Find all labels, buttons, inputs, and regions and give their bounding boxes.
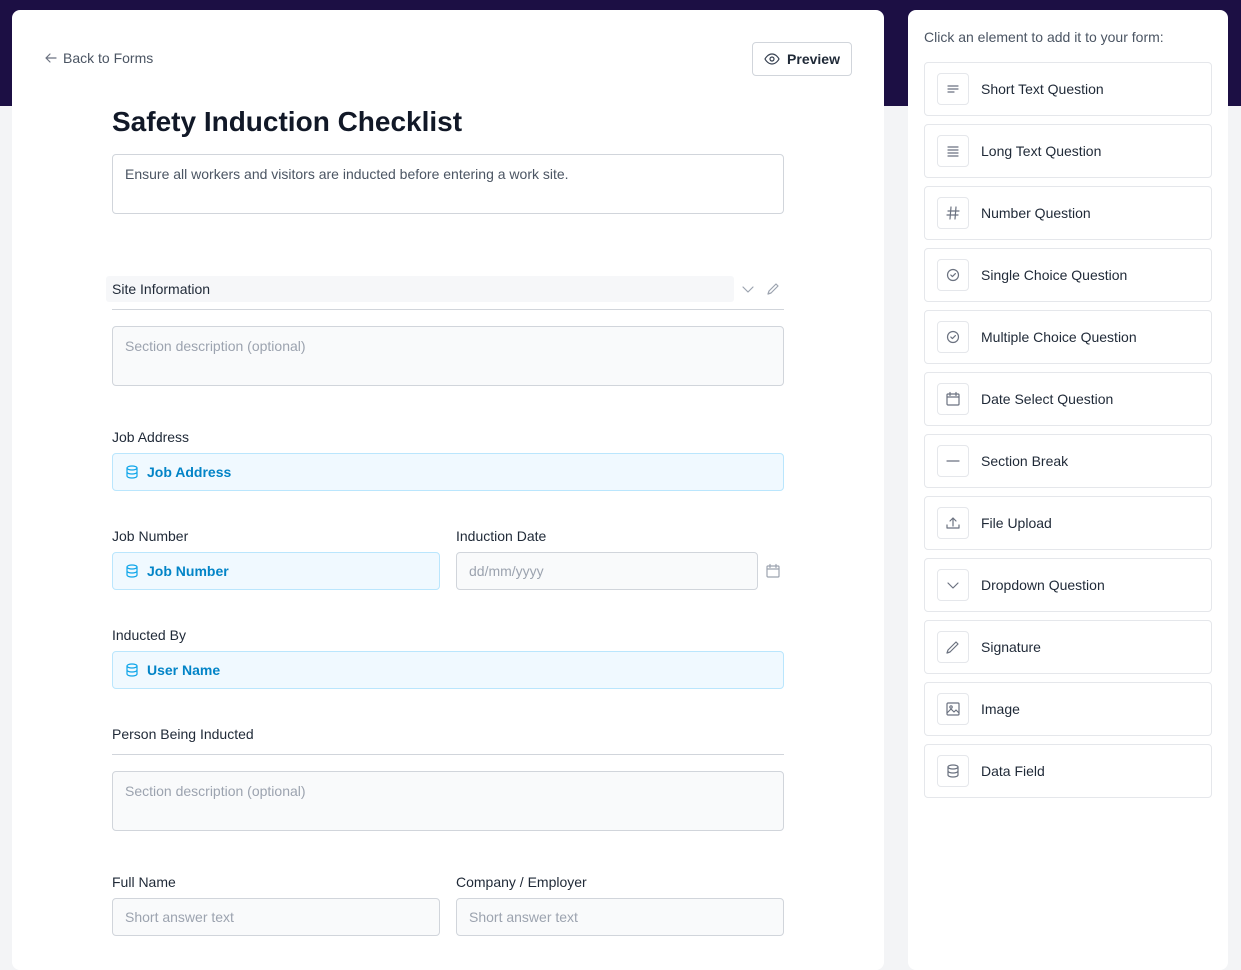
palette-icon [937, 507, 969, 539]
back-link-text: Back to Forms [63, 50, 154, 66]
data-field[interactable]: User Name [112, 651, 784, 689]
field-label: Inducted By [112, 627, 186, 643]
section-divider [112, 754, 784, 755]
palette-item-label: Number Question [981, 205, 1091, 221]
palette-icon [937, 135, 969, 167]
palette-item-label: Signature [981, 639, 1041, 655]
section-description[interactable]: Section description (optional) [112, 326, 784, 386]
icon [946, 702, 960, 716]
section-title[interactable]: Site Information [106, 276, 734, 302]
palette-icon [937, 693, 969, 725]
palette-item[interactable]: Number Question [924, 186, 1212, 240]
palette-item[interactable]: Short Text Question [924, 62, 1212, 116]
text-input[interactable]: Short answer text [456, 898, 784, 936]
icon [946, 391, 960, 406]
palette-item[interactable]: Dropdown Question [924, 558, 1212, 612]
palette-item-label: Short Text Question [981, 81, 1104, 97]
palette-instruction: Click an element to add it to your form: [924, 29, 1164, 45]
data-field-text: Job Address [147, 464, 232, 480]
palette-item[interactable]: Data Field [924, 744, 1212, 798]
database-icon [126, 465, 138, 479]
palette-item-label: Multiple Choice Question [981, 329, 1137, 345]
element-palette: Click an element to add it to your form:… [908, 10, 1228, 970]
field-label: Job Address [112, 429, 190, 445]
palette-icon [937, 631, 969, 663]
palette-item-label: Dropdown Question [981, 577, 1105, 593]
icon [947, 582, 959, 589]
palette-icon [937, 321, 969, 353]
section-divider [112, 309, 784, 310]
section-description[interactable]: Section description (optional) [112, 771, 784, 831]
icon [946, 206, 960, 220]
palette-item-label: File Upload [981, 515, 1052, 531]
palette-icon [937, 445, 969, 477]
icon [947, 764, 959, 778]
palette-item-label: Section Break [981, 453, 1069, 469]
icon [946, 460, 960, 462]
palette-item-label: Long Text Question [981, 143, 1102, 159]
palette-icon [937, 259, 969, 291]
arrow-icon [45, 53, 57, 63]
icon [946, 641, 959, 654]
collapse-icon[interactable] [741, 282, 755, 296]
icon [946, 268, 960, 282]
palette-item[interactable]: Multiple Choice Question [924, 310, 1212, 364]
palette-item-label: Single Choice Question [981, 267, 1128, 283]
data-field-text: User Name [147, 662, 221, 678]
field-label: Full Name [112, 874, 176, 890]
data-field-text: Job Number [147, 563, 229, 579]
calendar-icon[interactable] [765, 563, 781, 579]
palette-item[interactable]: Section Break [924, 434, 1212, 488]
edit-icon[interactable] [766, 282, 780, 296]
data-field[interactable]: Job Number [112, 552, 440, 590]
field-label: Job Number [112, 528, 189, 544]
icon [947, 146, 959, 157]
form-description[interactable]: Ensure all workers and visitors are indu… [112, 154, 784, 214]
icon [946, 330, 960, 344]
field-label: Company / Employer [456, 874, 587, 890]
palette-item[interactable]: File Upload [924, 496, 1212, 550]
palette-item-label: Data Field [981, 763, 1045, 779]
palette-item[interactable]: Image [924, 682, 1212, 736]
icon [947, 85, 959, 93]
preview-text: Preview [787, 51, 840, 67]
preview-button[interactable]: Preview [752, 42, 852, 76]
palette-icon [937, 755, 969, 787]
text-input[interactable]: Short answer text [112, 898, 440, 936]
database-icon [126, 663, 138, 677]
palette-item[interactable]: Long Text Question [924, 124, 1212, 178]
data-field[interactable]: Job Address [112, 453, 784, 491]
palette-icon [937, 73, 969, 105]
palette-item[interactable]: Single Choice Question [924, 248, 1212, 302]
back-link[interactable]: Back to Forms [44, 50, 153, 66]
section-title[interactable]: Person Being Inducted [112, 726, 254, 742]
palette-item[interactable]: Signature [924, 620, 1212, 674]
palette-icon [937, 383, 969, 415]
palette-item-label: Date Select Question [981, 391, 1114, 407]
palette-item-label: Image [981, 701, 1020, 717]
form-editor: Back to Forms Preview Safety Induction C… [12, 10, 884, 970]
palette-item[interactable]: Date Select Question [924, 372, 1212, 426]
field-label: Induction Date [456, 528, 547, 544]
eye-icon [764, 53, 780, 65]
form-title[interactable]: Safety Induction Checklist [112, 106, 463, 137]
icon [946, 517, 960, 529]
database-icon [126, 564, 138, 578]
palette-icon [937, 197, 969, 229]
palette-icon [937, 569, 969, 601]
date-input[interactable]: dd/mm/yyyy [456, 552, 758, 590]
